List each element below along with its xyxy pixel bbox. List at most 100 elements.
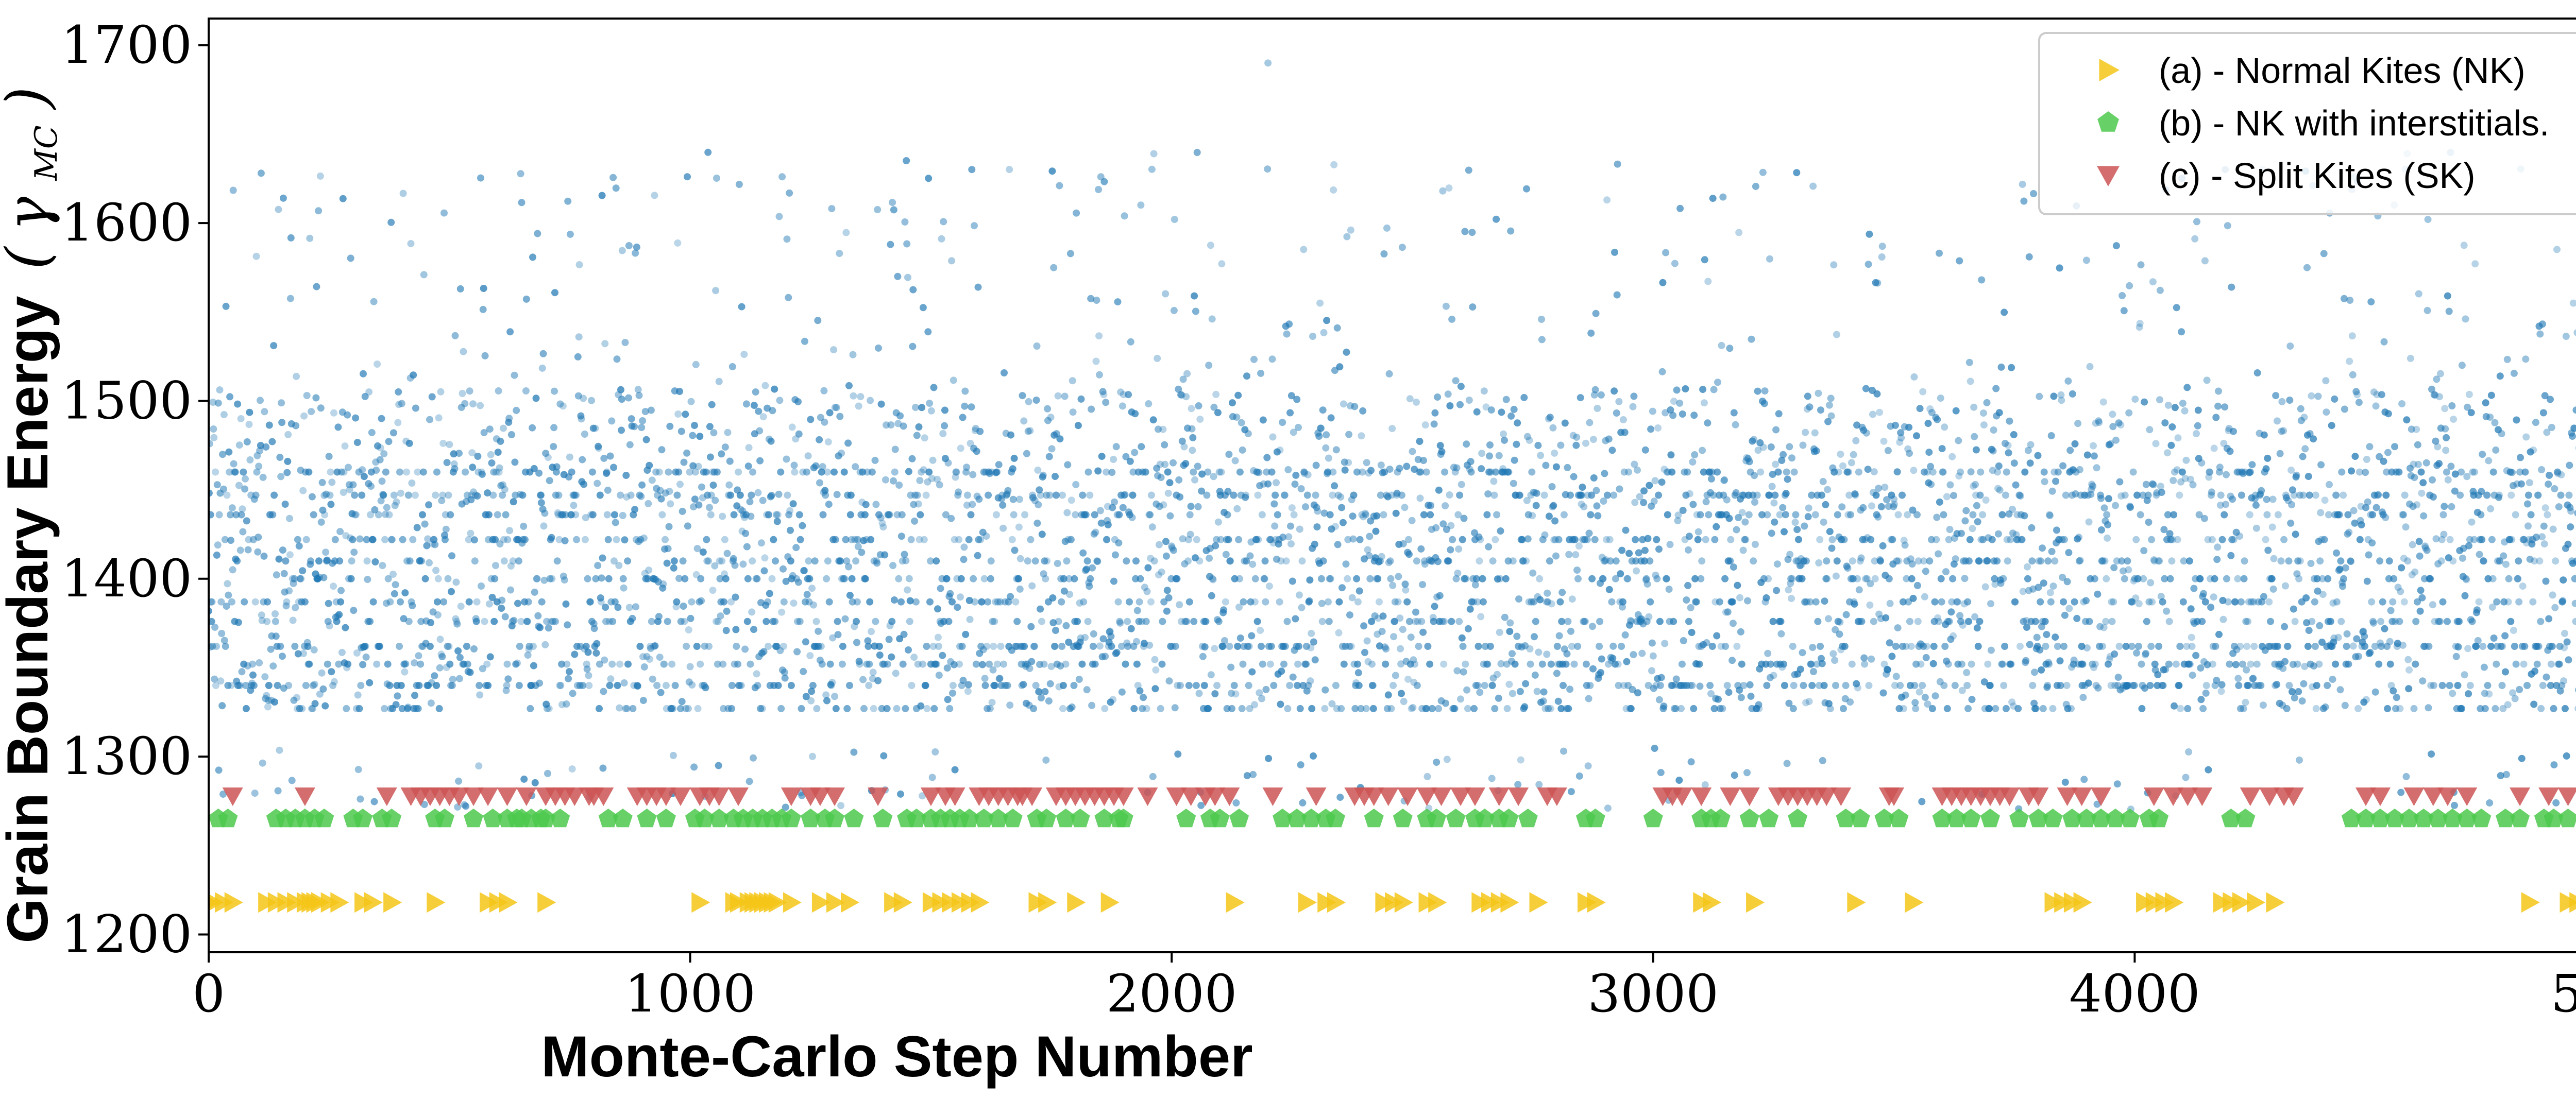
energy-point: [258, 611, 265, 619]
energy-point: [1687, 758, 1695, 766]
energy-point: [1408, 705, 1415, 712]
energy-point: [2146, 426, 2154, 434]
energy-point: [1405, 536, 1412, 543]
energy-point: [2264, 454, 2272, 462]
energy-point: [2543, 673, 2550, 681]
energy-point: [1098, 453, 1106, 460]
energy-point: [2183, 643, 2191, 650]
energy-point: [584, 648, 592, 656]
energy-point: [225, 448, 233, 456]
energy-point: [1121, 491, 1129, 499]
energy-point: [1131, 410, 1139, 418]
energy-point: [1147, 491, 1155, 499]
energy-point: [1297, 761, 1304, 769]
energy-point: [909, 286, 917, 294]
energy-point: [2089, 660, 2096, 668]
energy-point: [1302, 503, 1309, 511]
energy-point: [745, 778, 753, 785]
energy-point: [1500, 430, 1507, 438]
energy-point: [1004, 682, 1011, 689]
energy-point: [1452, 575, 1460, 582]
energy-point: [452, 578, 460, 586]
energy-point: [901, 551, 908, 558]
energy-point: [2176, 643, 2184, 650]
energy-point: [2420, 512, 2428, 520]
energy-point: [2019, 588, 2027, 595]
energy-point: [872, 501, 880, 508]
energy-point: [1912, 660, 1920, 668]
energy-point: [1539, 536, 1547, 543]
energy-point: [2005, 510, 2013, 518]
energy-point: [1151, 685, 1159, 693]
energy-point: [1041, 557, 1048, 565]
energy-point: [476, 682, 483, 689]
energy-point: [1760, 400, 1768, 407]
energy-point: [1746, 681, 1754, 689]
energy-point: [2310, 662, 2318, 670]
energy-point: [1818, 491, 1825, 499]
energy-point: [1564, 464, 1571, 471]
energy-point: [218, 630, 226, 637]
energy-point: [811, 557, 819, 565]
energy-point: [609, 174, 617, 181]
energy-point: [704, 491, 711, 499]
energy-point: [448, 588, 455, 595]
energy-point: [802, 693, 810, 700]
energy-point: [1200, 682, 1208, 689]
energy-point: [2178, 468, 2186, 476]
energy-point: [1850, 451, 1857, 458]
energy-point: [2521, 468, 2529, 476]
energy-point: [1155, 425, 1162, 433]
energy-point: [2008, 364, 2015, 371]
energy-point: [609, 617, 617, 625]
energy-point: [539, 505, 547, 513]
energy-point: [1546, 557, 1553, 565]
energy-point: [330, 582, 337, 590]
energy-point: [2115, 419, 2123, 427]
energy-point: [1253, 617, 1261, 625]
energy-point: [603, 470, 610, 477]
energy-point: [2103, 575, 2110, 582]
energy-point: [1239, 660, 1247, 668]
energy-point: [2361, 643, 2369, 650]
energy-point: [2288, 501, 2296, 508]
energy-point: [1030, 643, 1038, 650]
energy-point: [1012, 598, 1020, 606]
energy-point: [1831, 468, 1838, 476]
energy-point: [323, 556, 331, 564]
energy-point: [2499, 643, 2506, 650]
energy-point: [1227, 557, 1234, 565]
energy-point: [999, 501, 1007, 509]
energy-point: [1591, 536, 1599, 543]
energy-point: [1217, 536, 1225, 543]
energy-point: [1337, 493, 1345, 501]
energy-point: [2237, 598, 2245, 606]
energy-point: [783, 455, 790, 463]
energy-point: [1942, 568, 1950, 576]
energy-point: [2274, 417, 2281, 425]
energy-point: [613, 536, 620, 543]
energy-point: [480, 429, 488, 436]
energy-point: [2344, 511, 2352, 519]
energy-point: [1156, 460, 1164, 468]
energy-point: [2039, 705, 2047, 712]
energy-point: [2252, 501, 2260, 509]
energy-point: [804, 452, 812, 460]
energy-point: [734, 660, 742, 668]
energy-point: [2483, 491, 2490, 499]
energy-point: [738, 303, 745, 311]
energy-point: [1369, 705, 1377, 712]
energy-point: [830, 346, 838, 354]
energy-point: [313, 283, 320, 290]
energy-point: [955, 536, 963, 543]
energy-point: [875, 511, 883, 519]
energy-point: [1244, 643, 1251, 650]
energy-point: [749, 468, 757, 476]
energy-point: [316, 690, 324, 698]
energy-point: [286, 295, 294, 302]
energy-point: [2196, 575, 2204, 582]
energy-point: [1587, 329, 1595, 337]
energy-point: [861, 511, 869, 519]
energy-point: [860, 705, 868, 712]
